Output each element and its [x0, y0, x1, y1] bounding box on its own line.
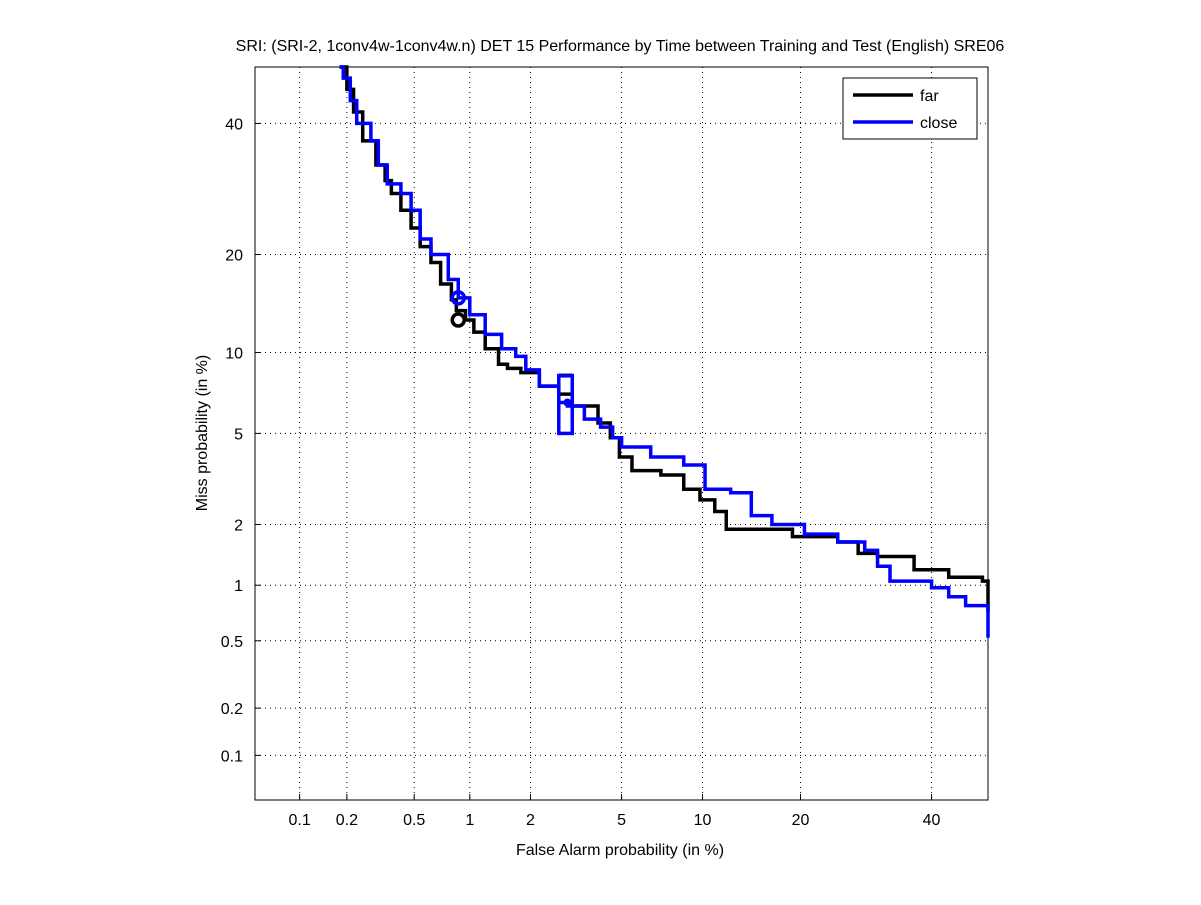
series-layer: [339, 65, 990, 638]
x-tick-label: 20: [792, 812, 810, 829]
ticks: 0.1 0.2 0.5 1 2 5 10 20 40 0.1 0.2 0.5 1 2 5 10 20 40: [221, 116, 941, 829]
grid: [255, 67, 988, 800]
y-tick-label: 0.1: [221, 748, 243, 765]
x-tick-label: 10: [694, 812, 712, 829]
y-tick-label: 20: [225, 247, 243, 264]
x-tick-label: 0.1: [288, 812, 310, 829]
x-tick-label: 5: [617, 812, 626, 829]
x-tick-label: 2: [526, 812, 535, 829]
y-tick-label: 5: [234, 426, 243, 443]
legend-box: [842, 77, 978, 140]
x-tick-label: 0.2: [336, 812, 358, 829]
legend-label-close: close: [920, 115, 957, 132]
y-tick-label: 1: [234, 578, 243, 595]
close-confidence-center: [563, 398, 572, 407]
y-tick-label: 10: [225, 345, 243, 362]
legend-label-far: far: [920, 88, 939, 105]
marker-close: [450, 290, 466, 306]
x-tick-label: 40: [923, 812, 941, 829]
y-tick-label: 0.5: [221, 634, 243, 651]
y-tick-label: 40: [225, 116, 243, 133]
marker-far: [450, 312, 466, 328]
y-tick-label: 2: [234, 517, 243, 534]
chart-title: SRI: (SRI-2, 1conv4w-1conv4w.n) DET 15 P…: [236, 38, 1005, 55]
x-tick-label: 1: [465, 812, 474, 829]
legend: far close: [842, 77, 978, 140]
series-line-far: [339, 65, 990, 613]
x-tick-label: 0.5: [403, 812, 425, 829]
y-tick-label: 0.2: [221, 701, 243, 718]
close-confidence-box: [557, 373, 575, 436]
y-axis-label: Miss probability (in %): [194, 355, 211, 511]
x-axis-label: False Alarm probability (in %): [516, 842, 724, 859]
plot-frame: [254, 66, 989, 801]
